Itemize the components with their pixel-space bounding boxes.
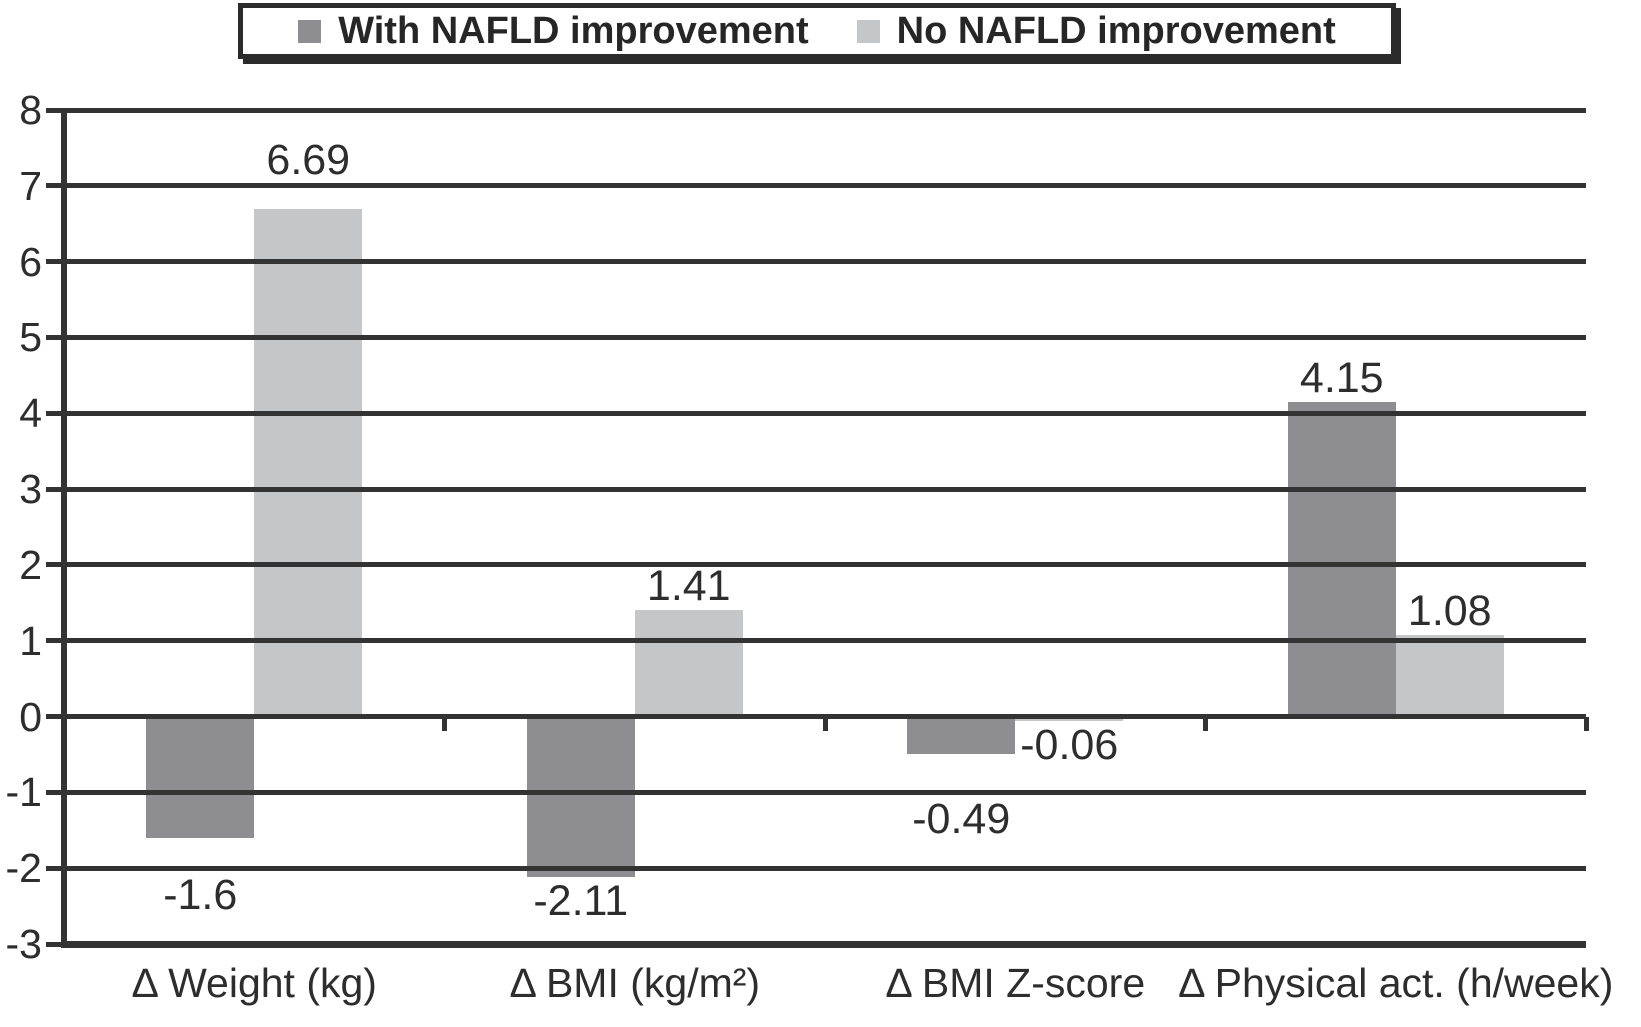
y-tick-label: 2 (19, 541, 42, 588)
y-tick-label: -3 (5, 921, 42, 967)
y-tick-label: -1 (5, 769, 42, 816)
x-axis-tick (442, 716, 447, 731)
y-tick-label: 4 (19, 390, 42, 437)
y-axis-tick (46, 714, 64, 720)
gridline (61, 865, 1586, 871)
y-axis-tick (46, 259, 64, 265)
y-tick-label: 1 (19, 617, 42, 664)
bar-value-label: 4.15 (1299, 353, 1384, 402)
gridline (61, 259, 1586, 265)
gridline (61, 183, 1586, 189)
bar (1287, 401, 1396, 717)
y-axis-tick (46, 107, 64, 113)
bar-value-label: -0.06 (1020, 721, 1119, 770)
category-label: Δ Weight (kg) (131, 960, 377, 1006)
y-tick-label: 6 (19, 238, 42, 285)
category-label: Δ BMI Z-score (885, 960, 1146, 1006)
x-axis-tick (822, 716, 828, 731)
category-label: Δ BMI (kg/m²) (509, 960, 761, 1006)
y-tick-label: 8 (19, 87, 42, 133)
bar (146, 716, 255, 838)
bar (254, 209, 363, 717)
gridline (61, 410, 1586, 416)
legend-swatch-icon (856, 19, 880, 43)
bar-value-label: -1.6 (163, 871, 238, 920)
y-tick-label: -2 (5, 845, 42, 892)
y-axis-tick (46, 562, 64, 568)
y-axis-tick (46, 865, 64, 871)
x-axis-tick (1583, 716, 1589, 731)
y-tick-label: 5 (19, 314, 42, 361)
gridline (61, 940, 1586, 948)
bar (526, 716, 635, 877)
bar-value-label: -0.49 (912, 795, 1011, 844)
gridline (61, 789, 1586, 795)
y-tick-label: 0 (19, 693, 42, 740)
y-axis-tick (46, 941, 64, 947)
gridline (61, 486, 1586, 492)
x-axis-tick (1203, 716, 1208, 731)
y-axis-tick (46, 789, 64, 795)
legend-item: No NAFLD improvement (856, 10, 1336, 52)
y-tick-label: 7 (19, 162, 42, 209)
bar (634, 609, 743, 717)
y-axis-tick (46, 183, 64, 189)
gridline (61, 334, 1586, 340)
y-axis-tick (46, 410, 64, 416)
y-axis-tick (46, 638, 64, 644)
legend-swatch-icon (298, 19, 322, 43)
y-tick-label: 3 (19, 466, 42, 513)
legend-label: With NAFLD improvement (338, 10, 809, 52)
y-axis-tick (46, 486, 64, 492)
bar (1395, 634, 1504, 717)
gridline (61, 638, 1586, 644)
bar-value-label: 6.69 (266, 135, 351, 184)
y-axis-tick (46, 334, 64, 340)
bar-value-label: -2.11 (533, 876, 629, 925)
legend-item: With NAFLD improvement (298, 10, 809, 52)
gridline (61, 107, 1586, 113)
category-label: Δ Physical act. (h/week) (1178, 960, 1614, 1006)
chart-legend: With NAFLD improvement No NAFLD improveme… (238, 3, 1396, 59)
bar-value-label: 1.08 (1407, 586, 1492, 635)
gridline (61, 562, 1586, 568)
legend-label: No NAFLD improvement (896, 10, 1336, 52)
bar-value-label: 1.41 (646, 561, 731, 610)
bar (907, 716, 1016, 754)
y-axis-line (61, 110, 67, 947)
